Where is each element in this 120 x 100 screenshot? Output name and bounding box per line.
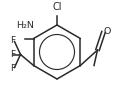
Text: F: F xyxy=(10,50,16,59)
Text: F: F xyxy=(10,36,16,45)
Text: Cl: Cl xyxy=(52,2,62,12)
Text: F: F xyxy=(10,64,16,73)
Text: H₂N: H₂N xyxy=(17,21,34,30)
Text: O: O xyxy=(104,28,111,36)
